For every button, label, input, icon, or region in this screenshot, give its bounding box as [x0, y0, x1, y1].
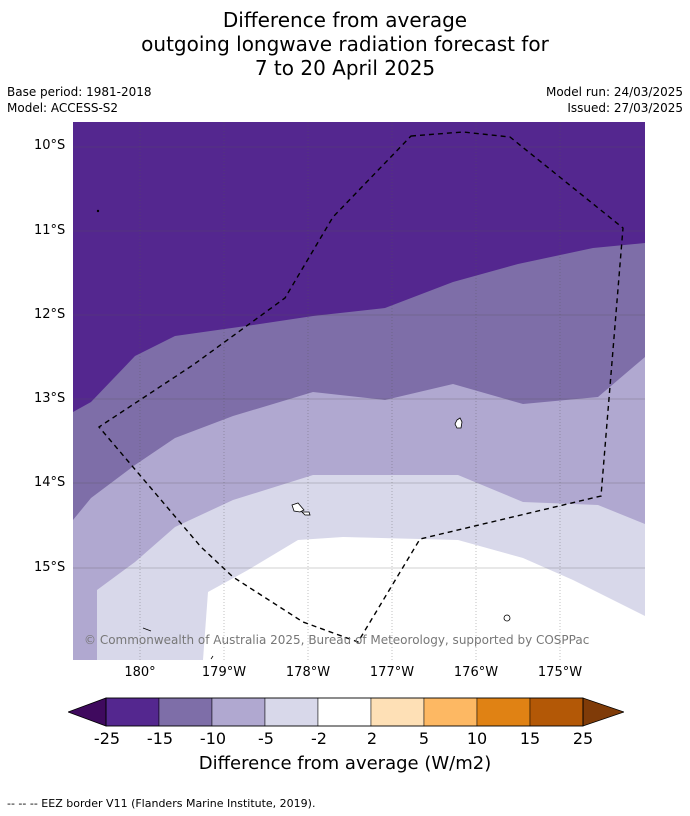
colorbar-cell: [423, 697, 478, 727]
eez-border: [97, 131, 624, 643]
model-name: Model: ACCESS-S2: [7, 101, 119, 115]
title-line-1: Difference from average: [222, 8, 468, 32]
lon-label-176w: 176°W: [453, 665, 499, 680]
lat-label-13s: 13°S: [34, 391, 66, 406]
meta-left: Base period: 1981-2018 Model: ACCESS-S2: [7, 84, 152, 116]
cbar-label-0: -25: [93, 729, 121, 748]
colorbar-extend-high: [582, 697, 624, 727]
cbar-label-7: 10: [466, 729, 488, 748]
lat-label-10s: 10°S: [34, 138, 66, 153]
cbar-label-5: 2: [366, 729, 378, 748]
colorbar-cell: [264, 697, 319, 727]
issued-date: Issued: 27/03/2025: [567, 101, 683, 115]
colorbar-cell: [370, 697, 425, 727]
title-line-2: outgoing longwave radiation forecast for: [141, 32, 549, 56]
island-1: [454, 417, 463, 429]
colorbar-outline: [105, 697, 584, 727]
colorbar-cell: [158, 697, 213, 727]
colorbar-cell: [317, 697, 372, 727]
cbar-label-3: -5: [258, 729, 274, 748]
model-run: Model run: 24/03/2025: [545, 85, 683, 99]
island-7: [210, 655, 214, 660]
copyright-notice: © Commonwealth of Australia 2025, Bureau…: [84, 633, 590, 647]
cbar-label-6: 5: [418, 729, 430, 748]
meta-right: Model run: 24/03/2025 Issued: 27/03/2025: [546, 84, 683, 116]
islands: [96, 209, 511, 660]
cbar-label-9: 25: [572, 729, 594, 748]
colorbar-cell: [105, 697, 160, 727]
title-line-3: 7 to 20 April 2025: [254, 56, 436, 80]
island-5: [142, 627, 152, 632]
island-2: [291, 502, 305, 513]
colorbar-cell: [529, 697, 584, 727]
lon-label-178w: 178°W: [285, 665, 331, 680]
lat-label-11s: 11°S: [34, 223, 66, 238]
lon-label-180: 180°: [124, 665, 156, 680]
lat-label-14s: 14°S: [34, 475, 66, 490]
island-4: [503, 614, 511, 622]
lat-label-15s: 15°S: [34, 560, 66, 575]
colorbar: [68, 697, 624, 727]
cbar-label-1: -15: [146, 729, 174, 748]
island-3: [301, 511, 311, 516]
colorbar-cell: [476, 697, 531, 727]
eez-legend: -- -- -- EEZ border V11 (Flanders Marine…: [7, 797, 316, 810]
chart-title: Difference from average outgoing longwav…: [0, 8, 690, 80]
lon-label-175w: 175°W: [537, 665, 583, 680]
base-period: Base period: 1981-2018: [7, 85, 152, 99]
colorbar-extend-low: [68, 697, 107, 727]
cbar-label-2: -10: [199, 729, 227, 748]
graticule: [73, 146, 645, 569]
cbar-label-8: 15: [519, 729, 541, 748]
colorbar-cell: [211, 697, 266, 727]
island-6: [96, 209, 100, 213]
map-panel: [73, 122, 645, 660]
cbar-label-4: -2: [311, 729, 327, 748]
colorbar-title: Difference from average (W/m2): [198, 753, 492, 774]
lat-label-12s: 12°S: [34, 307, 66, 322]
lon-label-179w: 179°W: [201, 665, 247, 680]
lon-label-177w: 177°W: [369, 665, 415, 680]
